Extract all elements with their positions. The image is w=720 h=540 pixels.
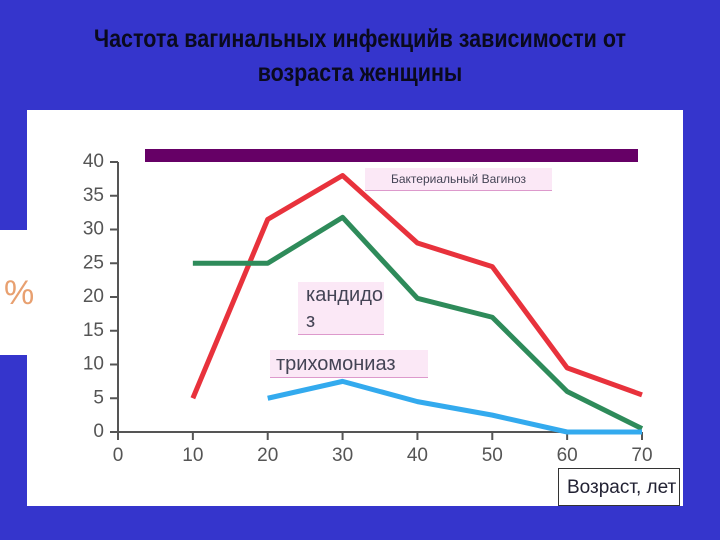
decor-bar [145,149,638,162]
y-tick-label: 15 [83,320,104,341]
y-tick-label: 40 [83,151,104,172]
y-label-box: % [0,230,34,355]
series-label: трихомониаз [270,350,428,378]
x-tick-label: 30 [332,445,353,466]
x-tick-label: 70 [631,445,652,466]
series-line [267,378,642,435]
y-tick-label: 10 [83,354,104,375]
x-tick-label: 50 [482,445,503,466]
y-tick-label: 35 [83,185,104,206]
y-tick-label: 5 [93,387,104,408]
y-label: % [4,274,35,312]
x-tick-label: 40 [407,445,428,466]
y-tick-label: 25 [83,252,104,273]
chart-title: Частота вагинальных инфекцийв зависимост… [93,25,627,87]
series-line [190,173,643,400]
x-tick-label: 10 [182,445,203,466]
x-tick-label: 0 [113,445,124,466]
y-tick-label: 0 [93,421,104,442]
series-line [192,214,644,431]
y-tick-label: 30 [83,219,104,240]
series-label: Бактериальный Вагиноз [365,168,552,191]
series-label: кандидоз [298,282,384,335]
x-label: Возраст, лет [558,468,680,506]
x-tick-label: 60 [557,445,578,466]
x-tick-label: 20 [257,445,278,466]
y-tick-label: 20 [83,286,104,307]
